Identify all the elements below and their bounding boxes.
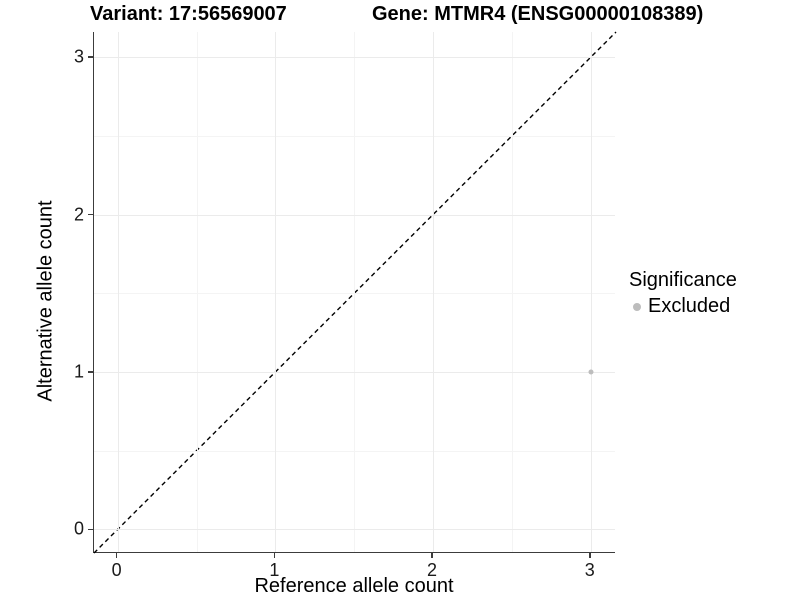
y-tick [88, 56, 93, 58]
y-tick-label: 2 [73, 204, 84, 225]
x-major-gridline [433, 32, 435, 552]
x-minor-gridline [511, 32, 513, 552]
x-tick [589, 553, 591, 558]
y-tick [88, 213, 93, 216]
y-minor-gridline [94, 450, 615, 452]
x-tick-label: 3 [584, 560, 595, 580]
x-minor-gridline [196, 32, 198, 552]
x-major-gridline [590, 32, 592, 552]
y-tick-label: 0 [73, 518, 84, 539]
legend-point-icon [633, 302, 641, 311]
x-axis-title: Reference allele count [254, 575, 454, 597]
legend-item-label: Excluded [648, 295, 731, 317]
x-tick [115, 553, 118, 558]
legend-title: Significance [629, 269, 737, 291]
y-tick-label: 3 [73, 46, 84, 67]
x-tick-label: 0 [111, 560, 122, 580]
y-tick-label: 1 [73, 361, 84, 382]
x-tick-label: 2 [427, 560, 438, 580]
y-axis-title: Alternative allele count [34, 200, 57, 402]
x-minor-gridline [354, 32, 356, 552]
x-major-gridline [275, 32, 277, 552]
y-tick [88, 528, 93, 531]
y-major-gridline [94, 371, 615, 373]
gene-title: Gene: MTMR4 (ENSG00000108389) [372, 3, 704, 25]
y-minor-gridline [94, 135, 615, 137]
legend-item-excluded: Excluded [629, 295, 737, 318]
y-minor-gridline [94, 293, 615, 295]
x-tick [431, 553, 433, 558]
x-tick [273, 553, 276, 558]
y-major-gridline [94, 214, 615, 216]
y-tick [88, 371, 93, 373]
x-tick-label: 1 [269, 560, 280, 580]
legend: Significance Excluded [629, 269, 737, 318]
variant-title: Variant: 17:56569007 [90, 3, 287, 25]
y-major-gridline [94, 57, 615, 59]
plot-panel [93, 31, 617, 554]
x-major-gridline [117, 32, 119, 552]
data-point [588, 369, 594, 375]
y-major-gridline [94, 529, 615, 531]
